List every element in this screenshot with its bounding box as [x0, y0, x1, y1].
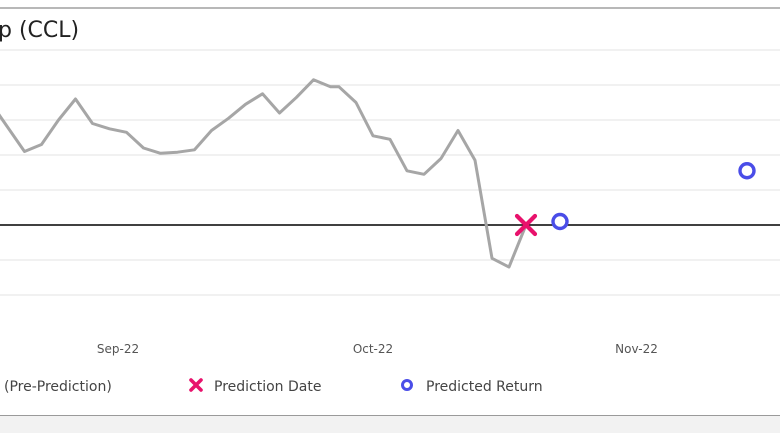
chart-background — [0, 0, 780, 416]
legend: (Pre-Prediction) Prediction Date Predict… — [4, 378, 543, 395]
legend-predicted-return-marker — [401, 379, 413, 391]
legend-entry-predicted-return-label: Predicted Return — [426, 379, 543, 395]
x-axis-ticks: Sep-22 Oct-22 Nov-22 — [97, 342, 658, 356]
series-pre-prediction-line — [0, 78, 528, 269]
x-tick-label: Nov-22 — [615, 342, 658, 356]
legend-entry-pre-prediction-label: (Pre-Prediction) — [4, 379, 112, 395]
legend-prediction-date-marker — [189, 378, 203, 392]
predicted-return-marker — [551, 212, 569, 231]
x-tick-label: Oct-22 — [353, 342, 393, 356]
series-markers — [514, 162, 756, 237]
predicted-return-marker — [738, 162, 756, 180]
legend-entry-prediction-date-label: Prediction Date — [214, 379, 321, 395]
x-tick-label: Sep-22 — [97, 342, 139, 356]
prediction-date-marker — [514, 213, 538, 237]
chart-title: p (CCL) — [0, 18, 79, 43]
